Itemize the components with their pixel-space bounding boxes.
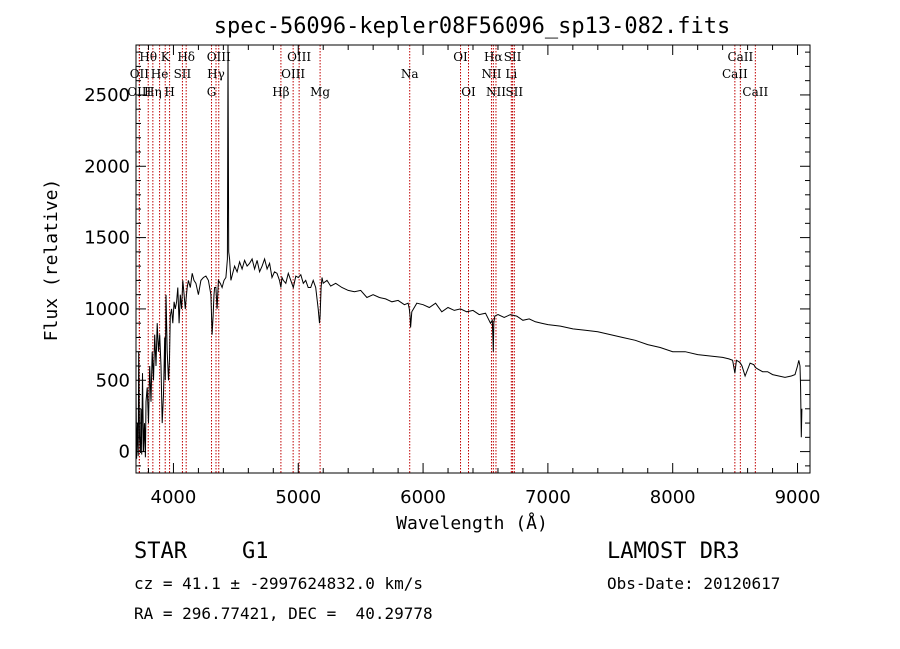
- x-axis-ticks: 4000 5000 6000 7000 8000 9000: [147, 45, 821, 508]
- line-label: SII: [505, 85, 523, 99]
- x-tick-label: 6000: [400, 487, 446, 508]
- x-tick-label: 8000: [650, 487, 696, 508]
- line-label: OIII: [207, 50, 231, 64]
- line-label: OI: [453, 50, 468, 64]
- line-label: Hα: [484, 50, 503, 64]
- y-tick-label: 500: [96, 370, 130, 391]
- line-label: NII: [481, 67, 501, 81]
- line-label: CaII: [742, 85, 768, 99]
- observation-date: Obs-Date: 20120617: [607, 574, 781, 593]
- line-label: OIII: [127, 85, 151, 99]
- x-tick-label: 7000: [525, 487, 571, 508]
- line-label: Hβ: [272, 85, 289, 99]
- survey-name: LAMOST DR3: [607, 539, 740, 564]
- line-label: OII: [130, 67, 150, 81]
- y-tick-label: 1500: [84, 228, 130, 249]
- spectrum-line: [135, 44, 803, 459]
- x-tick-label: 4000: [151, 487, 197, 508]
- object-class: STAR: [134, 539, 187, 564]
- line-label: SII: [174, 67, 192, 81]
- x-tick-label: 9000: [775, 487, 821, 508]
- line-label: CaII: [722, 67, 748, 81]
- object-subclass: G1: [242, 539, 269, 564]
- line-label: Mg: [310, 85, 330, 99]
- line-label: Hη: [144, 85, 162, 99]
- line-label: He: [151, 67, 169, 81]
- line-label: K: [161, 50, 171, 64]
- plot-frame: [135, 44, 811, 474]
- line-label: OIII: [281, 67, 305, 81]
- x-tick-label: 5000: [275, 487, 321, 508]
- y-tick-label: 2500: [84, 85, 130, 106]
- line-label: Hδ: [177, 50, 195, 64]
- line-label: NII: [486, 85, 506, 99]
- y-tick-label: 0: [119, 442, 130, 463]
- x-axis-label: Wavelength (Å): [396, 512, 548, 534]
- line-label: Hγ: [207, 67, 225, 81]
- line-label: G: [207, 85, 217, 99]
- y-tick-label: 1000: [84, 299, 130, 320]
- line-label: CaII: [727, 50, 753, 64]
- line-label: SII: [504, 50, 522, 64]
- line-label: OI: [461, 85, 476, 99]
- line-label: Hθ: [139, 50, 157, 64]
- redshift-cz: cz = 41.1 ± -2997624832.0 km/s: [134, 574, 423, 593]
- y-axis-ticks: 0 500 1000 1500 2000 2500: [84, 51, 810, 467]
- line-label: Na: [401, 67, 419, 81]
- chart-title: spec-56096-kepler08F56096_sp13-082.fits: [214, 14, 731, 39]
- y-tick-label: 2000: [84, 156, 130, 177]
- line-label: OIII: [287, 50, 311, 64]
- line-label: H: [164, 85, 174, 99]
- line-label: Li: [505, 67, 517, 81]
- coordinates: RA = 296.77421, DEC = 40.29778: [134, 604, 433, 623]
- line-markers: [138, 45, 756, 473]
- y-axis-label: Flux (relative): [41, 179, 62, 342]
